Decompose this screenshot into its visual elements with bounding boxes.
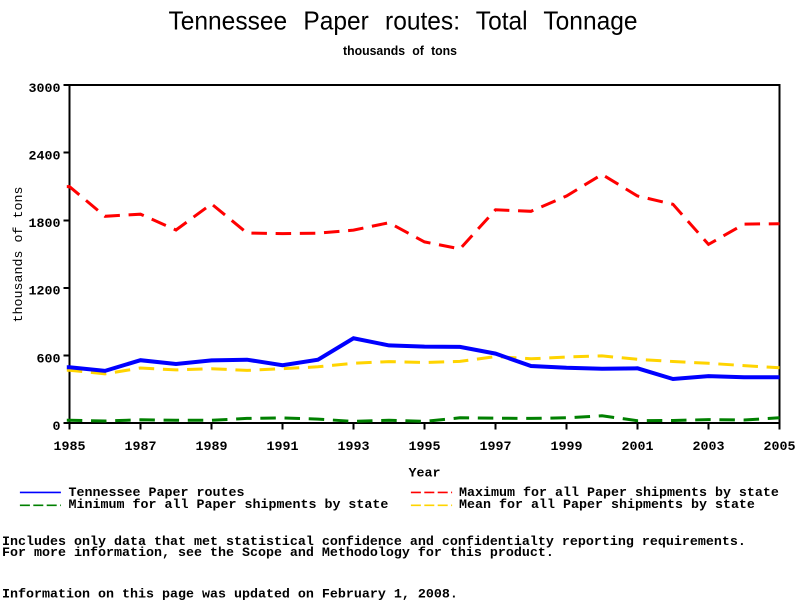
svg-text:3000: 3000 [29,82,61,97]
svg-text:1993: 1993 [338,440,370,455]
svg-text:thousands of tons: thousands of tons [343,43,457,58]
svg-text:Minimum for all Paper shipment: Minimum for all Paper shipments by state [69,498,389,513]
svg-text:1985: 1985 [54,440,86,455]
svg-text:2400: 2400 [29,149,61,164]
svg-text:Maximum for all Paper shipment: Maximum for all Paper shipments by state [459,486,779,501]
svg-text:2001: 2001 [622,440,654,455]
svg-text:Year: Year [409,466,441,481]
svg-text:1989: 1989 [196,440,228,455]
svg-text:thousands of tons: thousands of tons [12,187,27,323]
svg-text:Tennessee Paper routes: Total: Tennessee Paper routes: Total Tonnage [169,6,638,36]
svg-text:1991: 1991 [267,440,299,455]
svg-text:Includes only data that met st: Includes only data that met statistical … [2,535,746,550]
svg-text:600: 600 [37,352,61,367]
svg-text:1995: 1995 [409,440,441,455]
svg-text:2005: 2005 [764,440,796,455]
svg-text:1987: 1987 [125,440,157,455]
svg-text:2003: 2003 [693,440,725,455]
svg-text:1997: 1997 [480,440,512,455]
svg-text:1999: 1999 [551,440,583,455]
svg-text:1200: 1200 [29,285,61,300]
svg-text:Mean for all Paper shipments b: Mean for all Paper shipments by state [459,498,755,513]
svg-text:1800: 1800 [29,217,61,232]
svg-text:0: 0 [53,420,61,435]
svg-text:Tennessee Paper routes: Tennessee Paper routes [69,486,245,501]
svg-text:Information on this page was u: Information on this page was updated on … [2,588,458,600]
svg-text:For more information, see the: For more information, see the Scope and … [2,546,554,561]
